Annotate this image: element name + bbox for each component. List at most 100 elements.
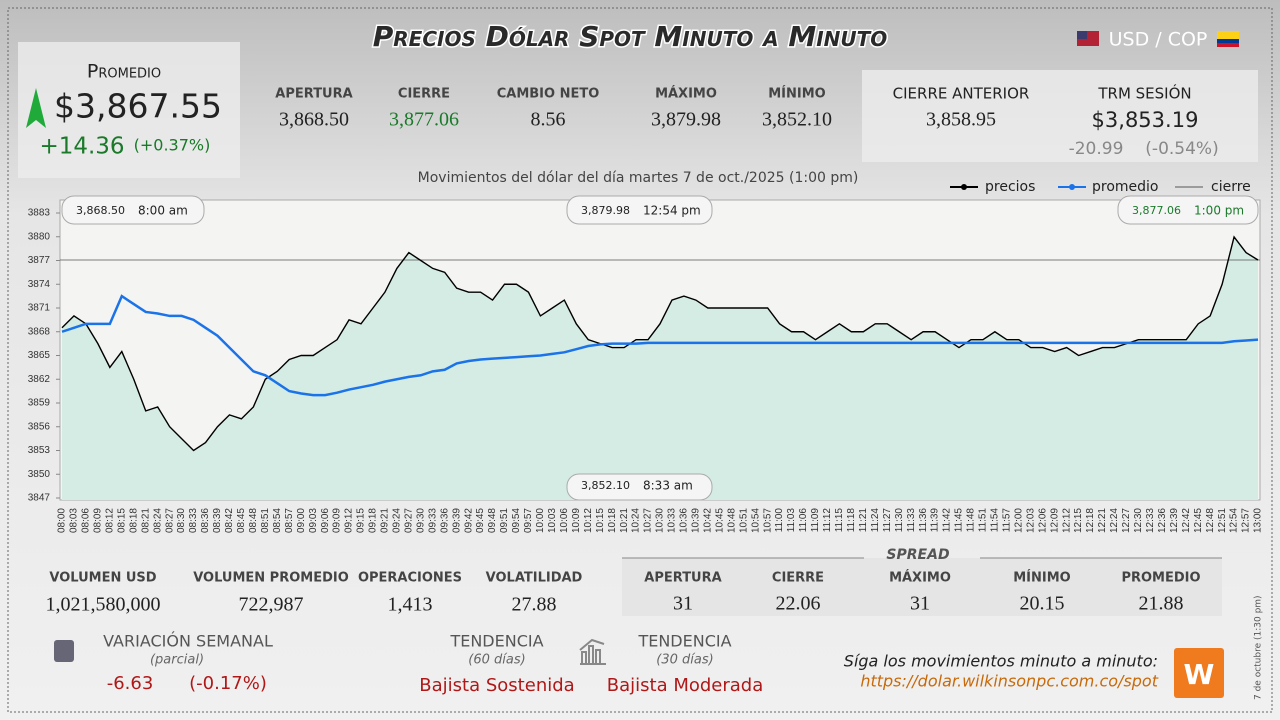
x-tick-label: 11:39 — [930, 508, 941, 533]
promedio-label: Promedio — [87, 61, 161, 83]
x-tick-label: 12:21 — [1097, 508, 1108, 533]
x-tick-label: 10:03 — [547, 508, 558, 533]
x-tick-label: 11:42 — [942, 508, 953, 533]
variacion-note: (parcial) — [150, 653, 204, 668]
variacion-value: -6.63 — [107, 673, 154, 694]
x-tick-label: 11:51 — [978, 508, 989, 533]
x-tick-label: 11:24 — [870, 508, 881, 533]
spread-value: 22.06 — [776, 593, 821, 615]
frame — [7, 7, 1273, 713]
promedio-box — [18, 42, 240, 178]
tendencia-note: (60 días) — [468, 653, 525, 668]
tendencia-label: TENDENCIA — [637, 632, 731, 651]
x-tick-label: 11:48 — [966, 508, 977, 533]
stat-value: 3,879.98 — [651, 109, 721, 131]
bottom-stat-value: 27.88 — [512, 594, 557, 616]
footer-url[interactable]: https://dolar.wilkinsonpc.com.co/spot — [860, 672, 1158, 691]
x-tick-label: 09:45 — [475, 508, 486, 533]
co-flag — [1217, 43, 1239, 47]
x-tick-label: 11:36 — [918, 508, 929, 533]
legend-dot — [1069, 184, 1075, 190]
x-tick-label: 12:39 — [1169, 508, 1180, 533]
x-tick-label: 09:33 — [427, 508, 438, 533]
x-tick-label: 11:06 — [798, 508, 809, 533]
x-tick-label: 10:54 — [750, 508, 761, 533]
x-tick-label: 08:36 — [200, 508, 211, 533]
x-tick-label: 12:06 — [1037, 508, 1048, 533]
x-tick-label: 09:27 — [403, 508, 414, 533]
x-tick-label: 09:00 — [296, 508, 307, 533]
price-area — [62, 236, 1258, 501]
x-tick-label: 11:57 — [1001, 508, 1012, 533]
bottom-stat-label: VOLUMEN PROMEDIO — [193, 571, 349, 586]
bottom-stat-label: VOLUMEN USD — [49, 571, 156, 586]
x-tick-label: 10:39 — [691, 508, 702, 533]
x-tick-label: 10:15 — [595, 508, 606, 533]
x-tick-label: 10:27 — [643, 508, 654, 533]
tendencia-label: TENDENCIA — [449, 632, 543, 651]
x-tick-label: 13:00 — [1253, 508, 1264, 533]
promedio-change: +14.36 — [39, 134, 124, 160]
y-tick-label: 3874 — [28, 279, 51, 290]
x-tick-label: 12:24 — [1109, 508, 1120, 533]
x-tick-label: 12:57 — [1241, 508, 1252, 533]
annotation-time: 8:00 am — [138, 204, 188, 218]
y-tick-label: 3850 — [28, 469, 51, 480]
annotation-time: 1:00 pm — [1194, 204, 1244, 218]
annotation-box — [566, 195, 713, 225]
spread-label: MÁXIMO — [889, 570, 951, 586]
x-tick-label: 09:24 — [392, 508, 403, 533]
tendencia-value: Bajista Moderada — [607, 675, 764, 696]
x-tick-label: 09:09 — [332, 508, 343, 533]
x-tick-label: 10:06 — [559, 508, 570, 533]
logo-mark: W — [1184, 658, 1215, 691]
x-tick-label: 08:21 — [140, 508, 151, 533]
x-tick-label: 12:42 — [1181, 508, 1192, 533]
x-tick-label: 11:03 — [786, 508, 797, 533]
x-tick-label: 11:18 — [846, 508, 857, 533]
y-tick-label: 3865 — [28, 350, 51, 361]
x-tick-label: 12:15 — [1073, 508, 1084, 533]
x-tick-label: 10:48 — [726, 508, 737, 533]
cierre-anterior-value: 3,858.95 — [926, 109, 996, 131]
x-tick-label: 09:42 — [463, 508, 474, 533]
x-tick-label: 10:57 — [762, 508, 773, 533]
x-tick-label: 09:18 — [368, 508, 379, 533]
x-tick-label: 10:42 — [702, 508, 713, 533]
x-tick-label: 10:24 — [631, 508, 642, 533]
title: Precios Dólar Spot Minuto a Minuto — [373, 20, 888, 53]
x-tick-label: 10:33 — [667, 508, 678, 533]
bottom-stat-value: 1,413 — [388, 594, 433, 616]
stat-label: CIERRE — [398, 87, 450, 102]
x-tick-label: 11:30 — [894, 508, 905, 533]
stat-label: APERTURA — [275, 87, 352, 102]
co-flag — [1217, 31, 1239, 39]
cierre-anterior-label: CIERRE ANTERIOR — [893, 85, 1030, 103]
y-tick-label: 3871 — [28, 303, 51, 314]
x-tick-label: 08:12 — [104, 508, 115, 533]
bottom-stat-label: VOLATILIDAD — [486, 571, 583, 586]
spread-title: SPREAD — [886, 547, 949, 563]
x-tick-label: 08:03 — [69, 508, 80, 533]
legend-label: promedio — [1092, 179, 1159, 195]
x-tick-label: 10:36 — [679, 508, 690, 533]
annotation-time: 12:54 pm — [643, 204, 701, 218]
trm-change-pct: (-0.54%) — [1145, 139, 1218, 159]
annotation-price: 3,868.50 — [76, 204, 125, 217]
y-tick-label: 3853 — [28, 445, 51, 456]
x-tick-label: 08:27 — [164, 508, 175, 533]
x-tick-label: 12:18 — [1085, 508, 1096, 533]
trm-label: TRM SESIÓN — [1097, 84, 1191, 103]
stat-value: 3,868.50 — [279, 109, 349, 131]
x-tick-label: 10:12 — [583, 508, 594, 533]
x-tick-label: 09:15 — [356, 508, 367, 533]
spread-value: 31 — [910, 593, 930, 615]
x-tick-label: 08:57 — [284, 508, 295, 533]
annotation-price: 3,879.98 — [581, 204, 630, 217]
x-tick-label: 08:54 — [272, 508, 283, 533]
x-tick-label: 11:00 — [774, 508, 785, 533]
promedio-value: $3,867.55 — [54, 87, 222, 126]
y-tick-label: 3880 — [28, 231, 51, 242]
x-tick-label: 11:12 — [822, 508, 833, 533]
x-tick-label: 10:51 — [738, 508, 749, 533]
